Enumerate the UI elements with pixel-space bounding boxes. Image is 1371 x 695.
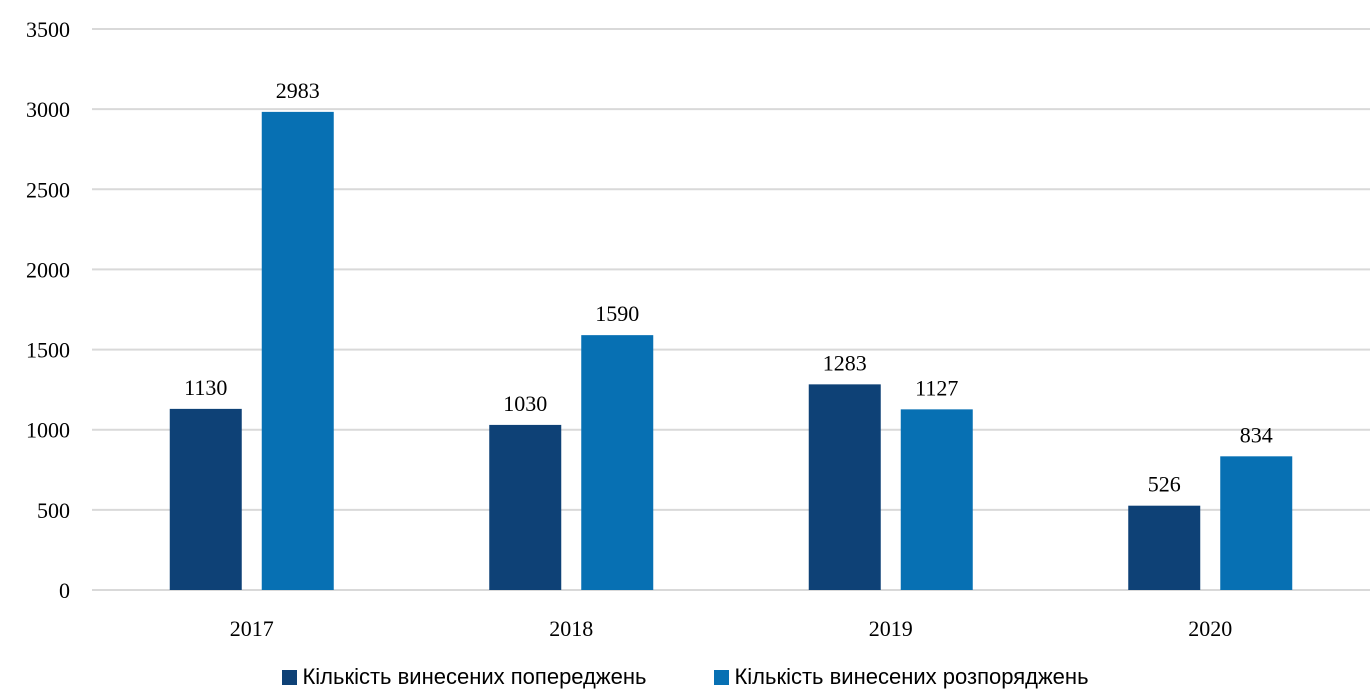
- y-axis-tick-labels: 0 500 1000 1500 2000 2500 3000 3500: [26, 17, 70, 603]
- data-label: 834: [1240, 422, 1273, 447]
- x-category-label: 2018: [549, 616, 593, 641]
- data-labels: 1130 2983 1030 1590 1283 1127 526 834: [184, 78, 1273, 497]
- y-tick-label: 2000: [26, 257, 70, 282]
- legend-item-orders: Кількість винесених розпоряджень: [714, 664, 1089, 690]
- x-category-label: 2019: [869, 616, 913, 641]
- bars: [169, 111, 1293, 591]
- bar-warnings-2020: [1128, 505, 1201, 590]
- legend-label-warnings: Кількість винесених попереджень: [302, 664, 647, 689]
- data-label: 1130: [184, 375, 227, 400]
- bar-warnings-2019: [808, 384, 881, 590]
- legend-label-orders: Кількість винесених розпоряджень: [734, 664, 1089, 689]
- data-label: 1030: [503, 391, 547, 416]
- y-tick-label: 1500: [26, 338, 70, 363]
- data-label: 1590: [595, 301, 639, 326]
- bar-orders-2020: [1220, 456, 1293, 590]
- legend: Кількість винесених попереджень Кількіст…: [0, 660, 1371, 694]
- bar-warnings-2018: [489, 424, 562, 590]
- data-label: 1127: [915, 375, 958, 400]
- y-tick-label: 1000: [26, 418, 70, 443]
- x-axis-category-labels: 2017 2018 2019 2020: [230, 616, 1233, 641]
- x-category-label: 2017: [230, 616, 274, 641]
- bar-warnings-2017: [169, 408, 242, 590]
- y-tick-label: 2500: [26, 177, 70, 202]
- x-category-label: 2020: [1188, 616, 1232, 641]
- data-label: 2983: [276, 78, 320, 103]
- data-label: 1283: [823, 350, 867, 375]
- legend-item-warnings: Кількість винесених попереджень: [282, 664, 646, 690]
- legend-swatch-orders: [714, 669, 730, 685]
- y-tick-label: 500: [37, 498, 70, 523]
- y-tick-label: 3000: [26, 97, 70, 122]
- bar-orders-2018: [581, 335, 654, 590]
- bar-chart-svg: 0 500 1000 1500 2000 2500 3000 3500 1130 2983 103…: [26, 17, 1370, 641]
- legend-swatch-warnings: [282, 669, 298, 685]
- data-label: 526: [1148, 472, 1181, 497]
- y-tick-label: 0: [59, 578, 70, 603]
- bar-orders-2017: [261, 111, 334, 591]
- y-tick-label: 3500: [26, 17, 70, 42]
- bar-orders-2019: [900, 409, 973, 590]
